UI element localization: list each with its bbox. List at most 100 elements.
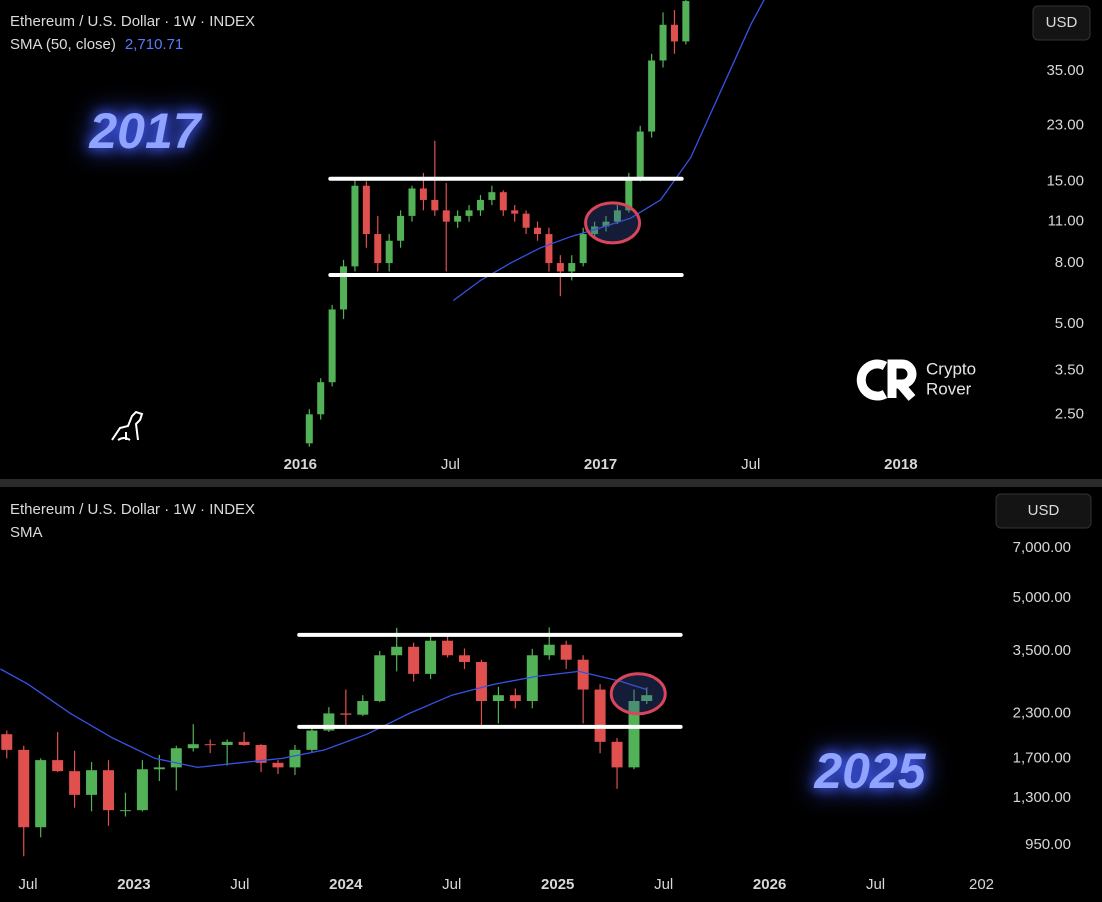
x-tick-label: Jul [18, 876, 37, 893]
x-tick-label: 2023 [117, 876, 150, 893]
x-tick-label: Jul [654, 876, 673, 893]
candle-body [340, 713, 352, 715]
sma-line [453, 0, 765, 302]
candle-body [374, 234, 382, 264]
candle-body [35, 760, 47, 828]
year-annotation: 2025 [813, 743, 926, 799]
candle-body [1, 734, 13, 750]
candle-body [442, 640, 454, 656]
candle-body [476, 199, 484, 211]
currency-button[interactable] [995, 493, 1092, 529]
candle-body [594, 689, 606, 742]
candle-body [408, 646, 420, 674]
y-tick-label: 3,500.00 [1013, 642, 1071, 659]
candle-body [391, 646, 403, 656]
candle-body [499, 192, 507, 211]
highlight-circle [584, 201, 642, 245]
y-tick-label: 950.00 [1025, 836, 1071, 853]
candle-body [119, 810, 131, 812]
chart-title: Ethereum / U.S. Dollar · 1W · INDEX [10, 501, 255, 518]
candle-body [613, 210, 621, 222]
candle-body [602, 221, 610, 227]
x-tick-label: 2025 [541, 876, 574, 893]
candle-body [579, 234, 587, 264]
y-tick-label: 3.50 [1055, 362, 1084, 379]
candle-body [255, 744, 267, 763]
candle-body [454, 215, 462, 222]
candle-body [659, 24, 667, 61]
candle-body [534, 227, 542, 235]
candle-body [526, 655, 538, 702]
candle-body [136, 769, 148, 811]
x-tick-label: 202 [969, 876, 994, 893]
candle-body [340, 266, 348, 310]
candle-body [509, 695, 521, 702]
candle-body [204, 744, 216, 746]
currency-button[interactable] [1032, 5, 1091, 41]
candle-body [102, 770, 114, 811]
logo-mark [856, 359, 917, 401]
candle-body [153, 767, 165, 770]
y-tick-label: 5,000.00 [1013, 589, 1071, 606]
indicator-label: SMA (50, close) [10, 36, 116, 53]
candle-body [351, 185, 359, 267]
candle-body [272, 762, 284, 768]
chart-title: Ethereum / U.S. Dollar · 1W · INDEX [10, 13, 255, 30]
y-tick-label: 11.00 [1048, 213, 1084, 230]
plot-area [0, 627, 683, 857]
watermark-text: Rover [926, 379, 972, 398]
candle-body [397, 215, 405, 241]
x-tick-label: Jul [741, 456, 760, 473]
plot-area [305, 0, 765, 447]
candle-body [442, 210, 450, 222]
candle-body [641, 695, 653, 702]
candle-body [328, 309, 336, 383]
candle-body [305, 414, 313, 444]
logo-r [887, 359, 917, 401]
candle-body [628, 701, 640, 768]
logo-c [856, 359, 888, 401]
candle-body [458, 655, 470, 662]
x-tick-label: Jul [866, 876, 885, 893]
candle-body [306, 730, 318, 750]
candle-body [625, 177, 633, 211]
x-tick-label: Jul [230, 876, 249, 893]
candle-body [543, 644, 555, 656]
candle-body [465, 210, 473, 216]
candle-body [170, 748, 182, 768]
y-tick-label: 5.00 [1055, 315, 1084, 332]
candle-body [425, 640, 437, 674]
y-tick-label: 2.50 [1055, 405, 1084, 422]
candle-body [18, 749, 30, 828]
candle-body [317, 382, 325, 415]
candle-body [568, 263, 576, 272]
y-tick-label: 1,300.00 [1013, 789, 1071, 806]
candle-body [69, 771, 81, 795]
x-tick-label: 2024 [329, 876, 363, 893]
y-tick-label: 23.00 [1046, 117, 1084, 134]
candle-body [86, 770, 98, 795]
x-tick-label: 2018 [884, 456, 917, 473]
candle-body [374, 655, 386, 702]
x-tick-label: Jul [441, 456, 460, 473]
candle-body [419, 188, 427, 200]
currency-label: USD [1046, 14, 1078, 31]
candle-body [221, 741, 233, 745]
candle-body [408, 188, 416, 216]
candle-body [238, 741, 250, 745]
sma-line [0, 668, 647, 769]
candle-body [323, 713, 335, 731]
candle-body [488, 192, 496, 200]
dino-icon [111, 410, 144, 441]
x-tick-label: 2016 [284, 456, 317, 473]
x-tick-label: Jul [442, 876, 461, 893]
candle-body [385, 240, 393, 264]
x-tick-label: 2017 [584, 456, 617, 473]
candle-body [475, 661, 487, 702]
highlight-circle [609, 672, 667, 716]
candle-body [511, 210, 519, 214]
year-annotation: 2017 [88, 103, 202, 159]
candle-body [357, 701, 369, 715]
currency-label: USD [1028, 502, 1060, 519]
